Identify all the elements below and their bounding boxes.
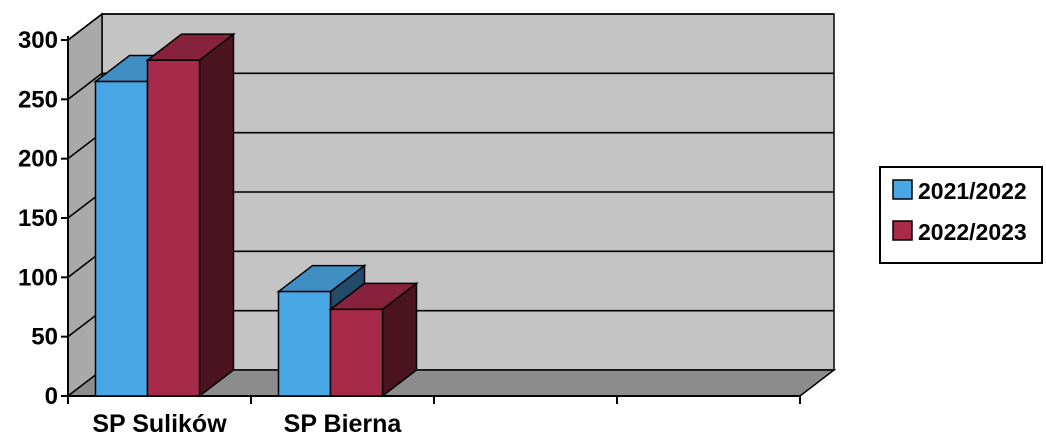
gridline bbox=[67, 72, 834, 100]
x-tick-label: SP Sulików bbox=[92, 410, 227, 436]
bar bbox=[328, 281, 419, 398]
gridline bbox=[67, 13, 834, 41]
y-tick-label: 150 bbox=[18, 205, 58, 232]
y-tick-label: 0 bbox=[45, 383, 58, 410]
bar-front bbox=[277, 290, 332, 397]
bar bbox=[145, 32, 236, 398]
y-tick-label: 50 bbox=[31, 324, 58, 351]
y-tick-label: 300 bbox=[18, 27, 58, 54]
bars bbox=[93, 32, 419, 398]
legend-label-2022-2023: 2022/2023 bbox=[918, 219, 1027, 245]
y-axis-tick-labels: 0 50 100 150 200 250 300 bbox=[18, 27, 58, 410]
legend-swatch-2022-2023 bbox=[892, 220, 913, 241]
bar-front bbox=[146, 59, 201, 397]
bar-side bbox=[198, 32, 235, 398]
y-tick-label: 100 bbox=[18, 264, 58, 291]
x-axis-tick-labels: SP Sulików SP Bierna bbox=[92, 410, 402, 436]
legend-label-2021-2022: 2021/2022 bbox=[918, 178, 1027, 204]
y-tick-label: 250 bbox=[18, 86, 58, 113]
bar-front bbox=[329, 308, 384, 397]
bar-front bbox=[94, 80, 149, 397]
legend-swatch-2021-2022 bbox=[892, 179, 913, 200]
y-tick-label: 200 bbox=[18, 146, 58, 173]
x-tick-label: SP Bierna bbox=[284, 410, 403, 436]
legend: 2021/2022 2022/2023 bbox=[879, 166, 1043, 264]
